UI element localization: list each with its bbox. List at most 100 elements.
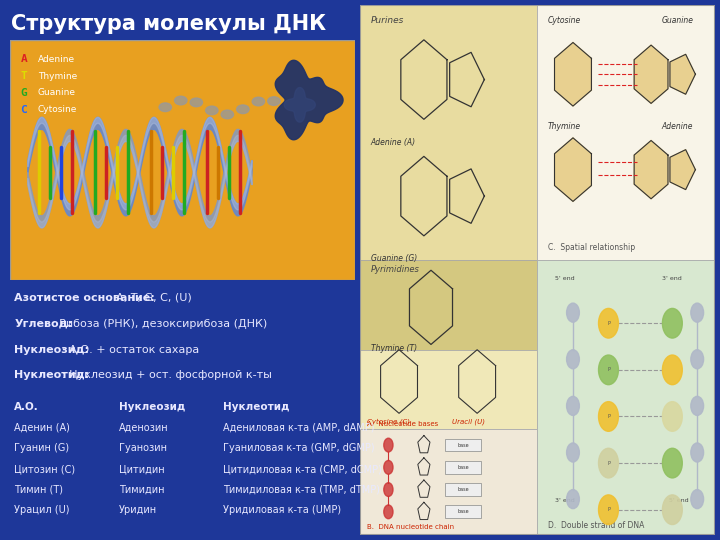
Polygon shape [670, 150, 696, 190]
Bar [445, 483, 481, 496]
Text: D.  Double strand of DNA: D. Double strand of DNA [548, 521, 644, 530]
Text: Pyrimidines: Pyrimidines [371, 265, 420, 274]
Circle shape [567, 303, 580, 322]
Text: Тимидин: Тимидин [119, 484, 164, 495]
Circle shape [384, 461, 393, 474]
Text: P: P [607, 367, 610, 373]
Circle shape [690, 350, 703, 369]
Text: Thymine: Thymine [37, 71, 77, 80]
Circle shape [662, 355, 683, 384]
Text: T: T [20, 71, 27, 81]
Text: Нуклеозид:: Нуклеозид: [14, 345, 89, 355]
Text: : Нуклеозид + ост. фосфорной к-ты: : Нуклеозид + ост. фосфорной к-ты [62, 370, 271, 381]
Text: Углевод:: Углевод: [14, 319, 73, 329]
Polygon shape [554, 43, 591, 106]
Circle shape [598, 402, 618, 431]
Text: Уридиловая к-та (UMP): Уридиловая к-та (UMP) [223, 505, 341, 515]
Text: Uracil (U): Uracil (U) [452, 418, 485, 425]
Circle shape [384, 483, 393, 496]
Text: : А, Т, G, C, (U): : А, Т, G, C, (U) [109, 293, 192, 303]
Circle shape [598, 355, 618, 384]
Polygon shape [554, 138, 591, 201]
Bar [360, 350, 537, 429]
Text: Cytosine: Cytosine [548, 16, 581, 25]
Circle shape [690, 396, 703, 415]
Circle shape [567, 490, 580, 509]
Text: P: P [607, 507, 610, 512]
Text: : А.О. + остаток сахара: : А.О. + остаток сахара [62, 345, 199, 355]
Circle shape [268, 97, 280, 105]
Circle shape [159, 103, 171, 112]
Text: base: base [457, 509, 469, 514]
Text: Аденин (А): Аденин (А) [14, 423, 71, 433]
Bar [360, 260, 537, 350]
Circle shape [237, 105, 249, 113]
Polygon shape [634, 45, 668, 103]
Text: Adenine (A): Adenine (A) [371, 138, 415, 147]
Text: Thymine: Thymine [548, 122, 581, 131]
Polygon shape [634, 140, 668, 199]
Text: C: C [20, 105, 27, 114]
Text: P: P [607, 321, 610, 326]
Text: Guanine: Guanine [662, 16, 693, 25]
Text: 3' end: 3' end [555, 498, 575, 503]
Bar [537, 260, 715, 535]
Circle shape [252, 97, 265, 106]
Bar [537, 5, 715, 260]
Text: : Рибоза (РНК), дезоксирибоза (ДНК): : Рибоза (РНК), дезоксирибоза (ДНК) [53, 319, 268, 329]
Circle shape [384, 438, 393, 452]
Text: Нуклеотид: Нуклеотид [223, 402, 289, 413]
Text: Guanine: Guanine [37, 89, 76, 97]
Text: P: P [607, 461, 610, 465]
Circle shape [567, 350, 580, 369]
Text: Cytosine (C): Cytosine (C) [367, 418, 410, 425]
Circle shape [567, 396, 580, 415]
Text: Урацил (U): Урацил (U) [14, 505, 70, 515]
Text: base: base [457, 465, 469, 470]
Polygon shape [670, 55, 696, 94]
Text: Уридин: Уридин [119, 505, 157, 515]
Circle shape [384, 505, 393, 519]
Text: Адениловая к-та (AMP, dAMP): Адениловая к-та (AMP, dAMP) [223, 423, 374, 433]
Bar [445, 505, 481, 518]
Circle shape [662, 448, 683, 478]
Bar [360, 5, 537, 260]
Circle shape [662, 308, 683, 338]
Circle shape [598, 448, 618, 478]
Bar [445, 461, 481, 474]
Circle shape [690, 443, 703, 462]
Text: Азотистое основание:: Азотистое основание: [14, 293, 155, 303]
Text: Гуанин (G): Гуанин (G) [14, 443, 70, 454]
Text: A: A [20, 54, 27, 64]
Text: Гуанозин: Гуанозин [119, 443, 167, 454]
Text: 3' end: 3' end [662, 275, 681, 281]
Circle shape [690, 490, 703, 509]
Text: B.  DNA nucleotide chain: B. DNA nucleotide chain [367, 524, 454, 530]
Text: Purines: Purines [371, 16, 404, 25]
Text: C.  Spatial relationship: C. Spatial relationship [548, 242, 635, 252]
Text: Тимин (Т): Тимин (Т) [14, 484, 63, 495]
Circle shape [206, 106, 218, 115]
Circle shape [598, 308, 618, 338]
Circle shape [174, 96, 187, 105]
Circle shape [662, 495, 683, 524]
Circle shape [598, 495, 618, 524]
Text: Цитидиловая к-та (CMP, dCMP): Цитидиловая к-та (CMP, dCMP) [223, 464, 382, 474]
Text: P: P [607, 414, 610, 419]
Circle shape [567, 443, 580, 462]
Text: Нуклеозид: Нуклеозид [119, 402, 185, 413]
Text: A.  Nucleotide bases: A. Nucleotide bases [367, 421, 438, 427]
Text: Гуаниловая к-та (GMP, dGMP): Гуаниловая к-та (GMP, dGMP) [223, 443, 375, 454]
Text: Тимидиловая к-та (TMP, dTMP): Тимидиловая к-та (TMP, dTMP) [223, 484, 380, 495]
Text: Cytosine: Cytosine [37, 105, 77, 114]
Text: А.О.: А.О. [14, 402, 39, 413]
Circle shape [662, 402, 683, 431]
Circle shape [690, 303, 703, 322]
Text: Нуклеотид:: Нуклеотид: [14, 370, 89, 381]
Text: Цитозин (С): Цитозин (С) [14, 464, 76, 474]
Text: 5' end: 5' end [669, 498, 688, 503]
Text: Guanine (G): Guanine (G) [371, 254, 417, 264]
Text: Аденозин: Аденозин [119, 423, 168, 433]
Text: Структура молекулы ДНК: Структура молекулы ДНК [11, 14, 326, 33]
Bar [360, 429, 537, 535]
